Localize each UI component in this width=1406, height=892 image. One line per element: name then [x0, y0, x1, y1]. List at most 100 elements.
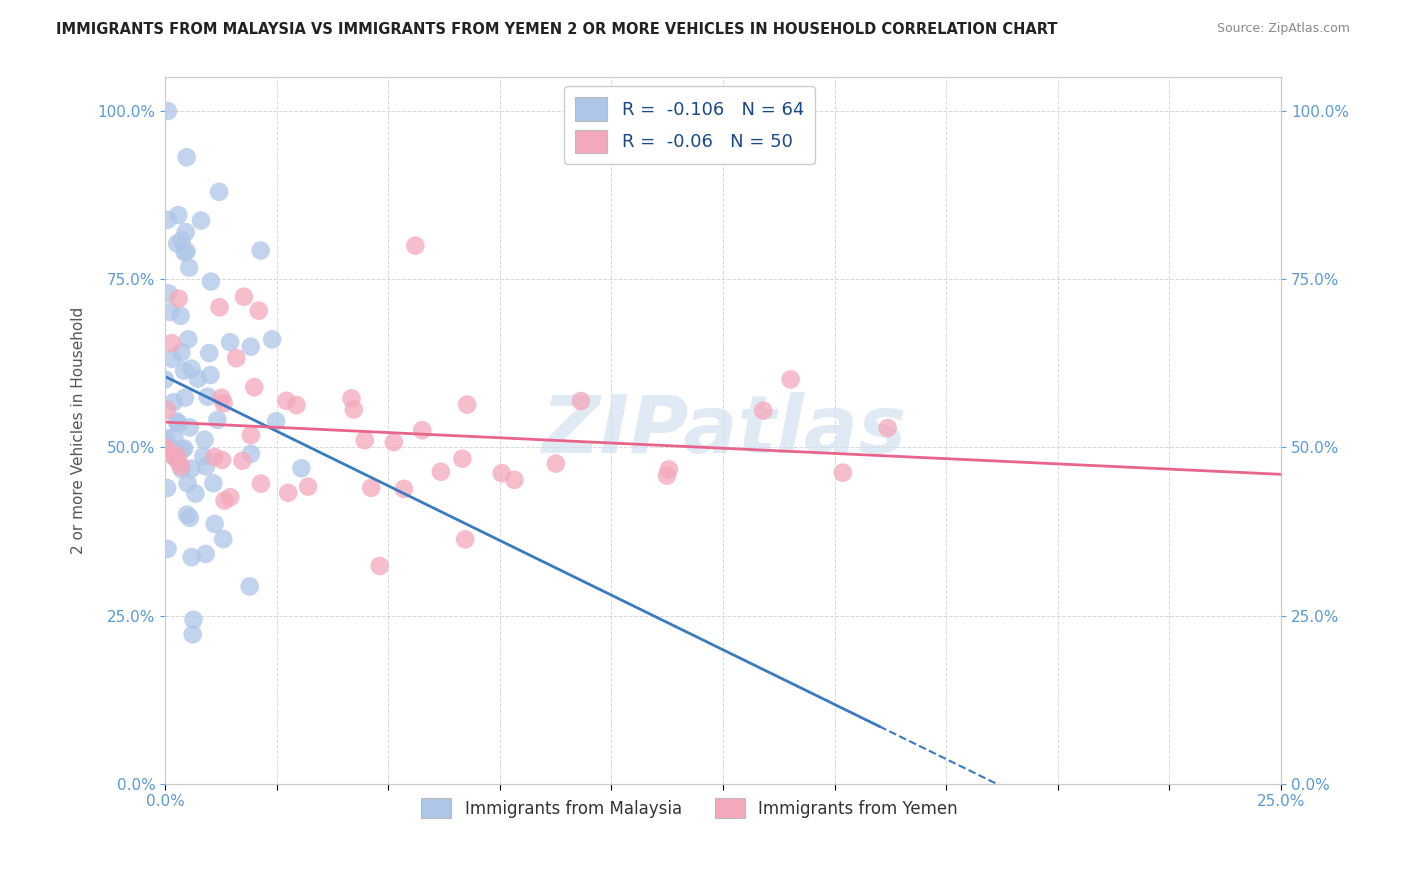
- Text: Source: ZipAtlas.com: Source: ZipAtlas.com: [1216, 22, 1350, 36]
- Point: [181, 627, 204, 641]
- Point: [297, 480, 319, 494]
- Point: [247, 303, 270, 318]
- Point: [167, 208, 190, 222]
- Point: [208, 300, 231, 314]
- Point: [214, 493, 236, 508]
- Point: [173, 442, 195, 456]
- Point: [159, 305, 181, 319]
- Point: [382, 435, 405, 450]
- Point: [655, 468, 678, 483]
- Point: [456, 398, 478, 412]
- Point: [166, 236, 188, 251]
- Point: [194, 547, 217, 561]
- Point: [156, 541, 179, 556]
- Point: [162, 449, 184, 463]
- Point: [166, 449, 188, 463]
- Point: [156, 402, 179, 417]
- Point: [167, 292, 190, 306]
- Point: [177, 332, 200, 346]
- Point: [392, 482, 415, 496]
- Point: [239, 428, 262, 442]
- Point: [167, 417, 190, 431]
- Point: [184, 486, 207, 500]
- Point: [239, 579, 262, 593]
- Point: [232, 290, 254, 304]
- Point: [176, 476, 198, 491]
- Point: [340, 392, 363, 406]
- Point: [166, 414, 188, 428]
- Point: [209, 391, 232, 405]
- Point: [231, 454, 253, 468]
- Point: [160, 351, 183, 366]
- Point: [219, 490, 242, 504]
- Point: [162, 442, 184, 456]
- Point: [193, 450, 215, 464]
- Point: [173, 364, 195, 378]
- Point: [285, 398, 308, 412]
- Point: [290, 461, 312, 475]
- Point: [167, 456, 190, 470]
- Point: [250, 476, 273, 491]
- Point: [204, 516, 226, 531]
- Point: [276, 393, 298, 408]
- Point: [174, 225, 197, 239]
- Point: [153, 441, 176, 455]
- Point: [411, 423, 433, 437]
- Point: [198, 346, 221, 360]
- Point: [200, 368, 222, 382]
- Point: [173, 245, 195, 260]
- Point: [430, 465, 453, 479]
- Point: [779, 372, 801, 386]
- Point: [200, 275, 222, 289]
- Point: [208, 185, 231, 199]
- Point: [249, 244, 271, 258]
- Point: [160, 336, 183, 351]
- Point: [207, 413, 229, 427]
- Legend: Immigrants from Malaysia, Immigrants from Yemen: Immigrants from Malaysia, Immigrants fro…: [415, 791, 965, 825]
- Point: [180, 361, 202, 376]
- Point: [212, 532, 235, 546]
- Point: [225, 351, 247, 366]
- Point: [212, 396, 235, 410]
- Point: [353, 434, 375, 448]
- Point: [264, 414, 287, 428]
- Point: [183, 613, 205, 627]
- Point: [451, 451, 474, 466]
- Point: [343, 402, 366, 417]
- Point: [179, 510, 201, 524]
- Point: [239, 447, 262, 461]
- Point: [179, 420, 201, 434]
- Point: [176, 244, 198, 259]
- Point: [174, 391, 197, 405]
- Point: [195, 459, 218, 474]
- Point: [176, 508, 198, 522]
- Point: [658, 462, 681, 476]
- Point: [156, 104, 179, 119]
- Point: [368, 558, 391, 573]
- Point: [197, 390, 219, 404]
- Point: [202, 476, 225, 491]
- Point: [277, 486, 299, 500]
- Point: [163, 430, 186, 444]
- Point: [169, 309, 191, 323]
- Text: ZIPatlas: ZIPatlas: [540, 392, 905, 469]
- Point: [190, 213, 212, 227]
- Point: [156, 442, 179, 457]
- Point: [876, 421, 898, 435]
- Point: [170, 462, 193, 476]
- Point: [156, 481, 179, 495]
- Point: [170, 459, 193, 474]
- Point: [165, 451, 187, 466]
- Point: [170, 345, 193, 359]
- Text: IMMIGRANTS FROM MALAYSIA VS IMMIGRANTS FROM YEMEN 2 OR MORE VEHICLES IN HOUSEHOL: IMMIGRANTS FROM MALAYSIA VS IMMIGRANTS F…: [56, 22, 1057, 37]
- Point: [179, 260, 201, 275]
- Point: [187, 372, 209, 386]
- Point: [180, 461, 202, 475]
- Point: [170, 233, 193, 247]
- Point: [204, 450, 226, 464]
- Point: [157, 286, 180, 301]
- Point: [193, 433, 215, 447]
- Point: [569, 394, 592, 409]
- Point: [831, 466, 853, 480]
- Y-axis label: 2 or more Vehicles in Household: 2 or more Vehicles in Household: [72, 307, 86, 554]
